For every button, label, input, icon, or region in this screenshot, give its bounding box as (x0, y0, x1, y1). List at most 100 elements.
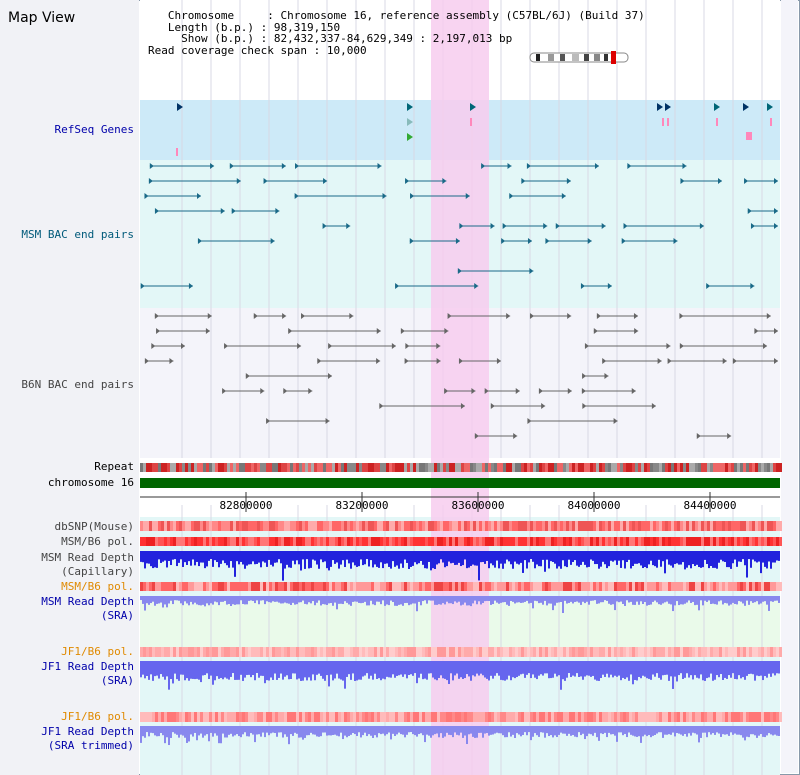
jf1-pol2-cell (695, 712, 698, 722)
dbsnp-cell (434, 521, 437, 531)
msm-pol2-cell (611, 582, 614, 591)
depth-cap-bar (672, 551, 674, 568)
msm-pol-cell (581, 537, 584, 546)
jf1-pol-cell (437, 647, 440, 657)
depth-cap-bar (388, 551, 390, 567)
depth-cap-bar (454, 551, 456, 565)
dbsnp-cell (263, 521, 266, 531)
depth-trim-bar (154, 726, 156, 736)
dbsnp-cell (395, 521, 398, 531)
repeat-cell (596, 463, 599, 472)
msm-pol2-cell (632, 582, 635, 591)
chromosome-ideogram[interactable] (529, 51, 629, 64)
msm-pol-cell (752, 537, 755, 546)
depth-trim-bar (514, 726, 516, 738)
depth-jf1-bar (492, 661, 494, 679)
repeat-cell (296, 463, 299, 472)
msm-end (231, 208, 236, 214)
depth-cap-bar (500, 551, 502, 564)
depth-sra-bar (778, 596, 780, 603)
jf1-pol2-cell (176, 712, 179, 722)
msm-pol-cell (608, 537, 611, 546)
msm-pol-cell (638, 537, 641, 546)
depth-trim-bar (334, 726, 336, 735)
depth-sra-bar (376, 596, 378, 602)
depth-trim-bar (484, 726, 486, 734)
depth-sra-bar (550, 596, 552, 604)
depth-sra-bar (612, 596, 614, 605)
depth-sra-bar (424, 596, 426, 601)
depth-jf1-bar (524, 661, 526, 678)
msm-pol-cell (698, 537, 701, 546)
track-label-b6n-bac[interactable]: B6N BAC end pairs (21, 378, 134, 391)
msm-pol-cell (506, 537, 509, 546)
depth-sra-bar (478, 596, 480, 602)
depth-trim-bar (330, 726, 332, 736)
depth-trim-bar (694, 726, 696, 734)
msm-pol2-cell (383, 582, 386, 591)
track-label-msm-bac[interactable]: MSM BAC end pairs (21, 228, 134, 241)
depth-sra-bar (728, 596, 730, 606)
depth-sra-bar (160, 596, 162, 603)
depth-trim-bar (358, 726, 360, 733)
jf1-pol2-cell (755, 712, 758, 722)
dbsnp-cell (365, 521, 368, 531)
depth-trim-bar (386, 726, 388, 735)
jf1-pol2-cell (203, 712, 206, 722)
depth-jf1-bar (602, 661, 604, 675)
jf1-pol2-cell (710, 712, 713, 722)
msm-pol2-cell (515, 582, 518, 591)
dbsnp-cell (566, 521, 569, 531)
depth-jf1-bar (682, 661, 684, 680)
depth-trim-bar (718, 726, 720, 734)
repeat-cell (257, 463, 260, 472)
jf1-pol2-cell (482, 712, 485, 722)
msm-end (507, 163, 512, 169)
depth-cap-bar (540, 551, 542, 567)
depth-cap-bar (676, 551, 678, 564)
dbsnp-cell (656, 521, 659, 531)
jf1-pol-cell (695, 647, 698, 657)
depth-cap-bar (332, 551, 334, 561)
depth-jf1-bar (606, 661, 608, 674)
msm-end (621, 238, 626, 244)
repeat-cell (161, 463, 164, 472)
dbsnp-cell (269, 521, 272, 531)
depth-cap-bar (472, 551, 474, 565)
msm-pol2-cell (647, 582, 650, 591)
depth-sra-bar (210, 596, 212, 604)
dbsnp-cell (587, 521, 590, 531)
b6n-end (297, 343, 302, 349)
depth-sra-bar (270, 596, 272, 603)
jf1-pol2-cell (287, 712, 290, 722)
repeat-cell (476, 463, 479, 472)
depth-jf1-bar (600, 661, 602, 679)
track-label-refseq[interactable]: RefSeq Genes (54, 123, 134, 136)
depth-cap-bar (318, 551, 320, 569)
depth-cap-bar (262, 551, 264, 562)
repeat-cell (329, 463, 332, 472)
jf1-pol2-cell (674, 712, 677, 722)
repeat-cell (422, 463, 425, 472)
repeat-cell (152, 463, 155, 472)
depth-sra-bar (334, 596, 336, 603)
msm-pol2-cell (206, 582, 209, 591)
dbsnp-cell (254, 521, 257, 531)
jf1-pol-cell (530, 647, 533, 657)
jf1-pol2-cell (449, 712, 452, 722)
depth-sra-bar (288, 596, 290, 604)
repeat-cell (662, 463, 665, 472)
depth-cap-bar (276, 551, 278, 563)
depth-trim-bar (268, 726, 270, 736)
depth-cap-bar (664, 551, 666, 574)
depth-trim-bar (648, 726, 650, 736)
depth-jf1-bar (484, 661, 486, 678)
depth-jf1-bar (266, 661, 268, 681)
depth-sra-bar (512, 596, 514, 602)
jf1-pol-cell (749, 647, 752, 657)
msm-end (526, 163, 531, 169)
jf1-pol2-cell (443, 712, 446, 722)
depth-sra-bar (642, 596, 644, 605)
repeat-cell (281, 463, 284, 472)
